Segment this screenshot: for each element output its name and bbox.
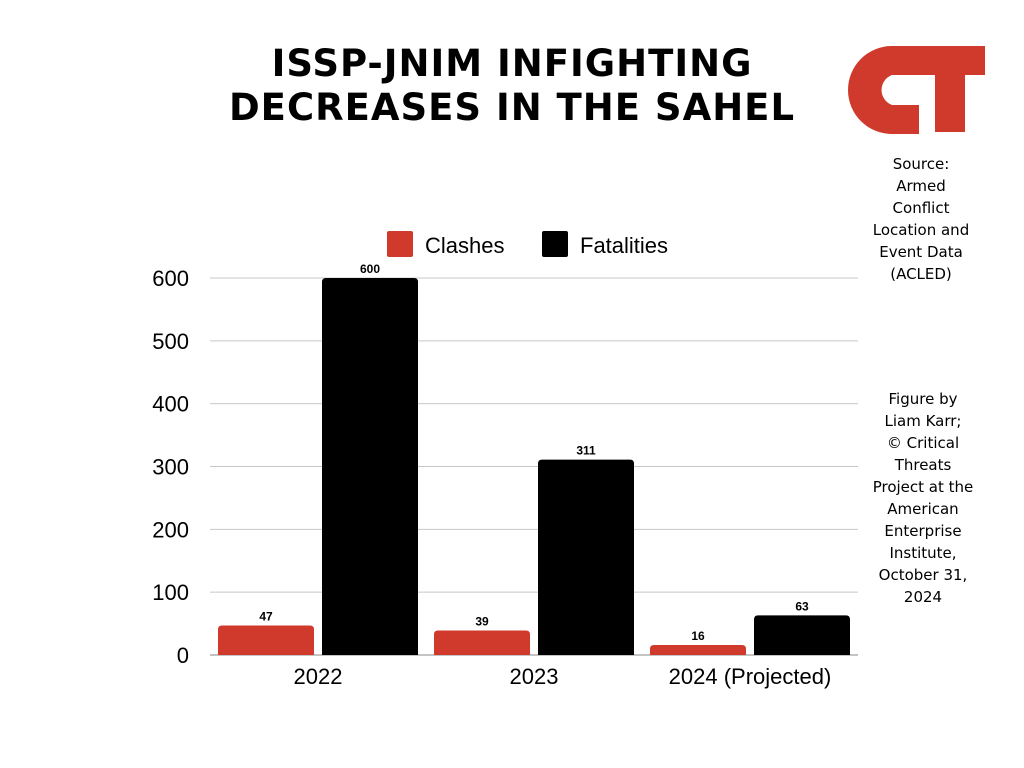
y-tick-label: 100: [152, 580, 189, 605]
ct-logo: [848, 46, 985, 134]
data-label: 600: [360, 262, 380, 276]
bar-clashes: [218, 625, 314, 655]
y-tick-label: 0: [177, 643, 189, 668]
source-note: Source: Armed Conflict Location and Even…: [872, 155, 970, 283]
data-label: 39: [475, 614, 489, 628]
logo-letter-c: [848, 46, 919, 134]
x-tick-label: 2022: [294, 664, 343, 689]
y-tick-label: 400: [152, 392, 189, 417]
y-tick-label: 500: [152, 329, 189, 354]
bar-fatalities: [322, 278, 418, 655]
data-label: 16: [691, 629, 705, 643]
data-label: 311: [576, 444, 596, 458]
legend-swatch-clashes: [387, 231, 413, 257]
data-label: 63: [795, 599, 809, 613]
bar-clashes: [650, 644, 746, 655]
bar-fatalities: [538, 459, 634, 655]
chart-title-line-1: ISSP-JNIM INFIGHTING: [271, 42, 753, 85]
logo-letter-t-stem: [935, 46, 965, 132]
y-tick-label: 200: [152, 517, 189, 542]
y-tick-label: 600: [152, 266, 189, 291]
y-tick-label: 300: [152, 455, 189, 480]
bar-fatalities: [754, 615, 850, 655]
legend-label-fatalities: Fatalities: [580, 233, 668, 258]
bar-clashes: [434, 630, 530, 655]
legend-label-clashes: Clashes: [425, 233, 504, 258]
credit-note: Figure by Liam Karr; © Critical Threats …: [872, 390, 974, 606]
x-tick-label: 2023: [510, 664, 559, 689]
data-label: 47: [259, 609, 273, 623]
legend-swatch-fatalities: [542, 231, 568, 257]
x-tick-label: 2024 (Projected): [669, 664, 832, 689]
chart-title: ISSP-JNIM INFIGHTING DECREASES IN THE SA…: [180, 42, 844, 130]
chart-title-line-2: DECREASES IN THE SAHEL: [228, 86, 796, 129]
